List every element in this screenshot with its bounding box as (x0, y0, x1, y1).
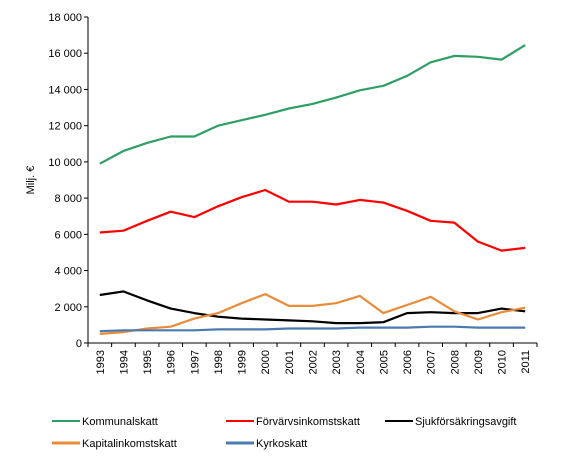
y-tick-label: 2 000 (54, 302, 82, 314)
y-tick-label: 6 000 (54, 229, 82, 241)
y-tick-label: 4 000 (54, 266, 82, 278)
x-tick-label: 1994 (118, 350, 130, 374)
x-tick-label: 2000 (260, 350, 272, 374)
x-tick-label: 2001 (284, 350, 296, 374)
legend-label: Kyrkoskatt (256, 438, 307, 450)
y-tick-label: 12 000 (48, 121, 82, 133)
legend-label: Kapitalinkomstskatt (82, 438, 177, 450)
x-tick-label: 2009 (473, 350, 485, 374)
legend: Kommunalskatt Förvärvsinkomstskatt Sjukför… (52, 416, 517, 450)
y-tick-label: 0 (76, 338, 82, 350)
x-tick-label: 1997 (189, 350, 201, 374)
legend-label: Kommunalskatt (82, 416, 158, 428)
series-lines (99, 44, 526, 335)
x-tick-label: 2005 (378, 350, 390, 374)
y-tick-label: 14 000 (48, 84, 82, 96)
x-tick-label: 2008 (449, 350, 461, 374)
x-axis-ticks: 1993 1994 1995 1996 1997 1998 1999 2000 2001 2002… (87, 343, 538, 374)
y-tick-label: 8 000 (54, 193, 82, 205)
x-tick-label: 2006 (402, 350, 414, 374)
x-tick-label: 1998 (213, 350, 225, 374)
x-tick-label: 2007 (426, 350, 438, 374)
x-tick-label: 2011 (520, 350, 532, 374)
y-axis-title: Milj. € (25, 166, 37, 195)
x-tick-label: 1995 (142, 350, 154, 374)
x-tick-label: 1996 (166, 350, 178, 374)
y-tick-label: 18 000 (48, 12, 82, 24)
legend-label: Sjukförsäkringsavgift (415, 416, 517, 428)
y-axis-ticks: 0 2 000 4 000 6 000 8 000 10 000 12 000 14 000 1… (48, 12, 88, 350)
x-tick-label: 2003 (331, 350, 343, 374)
series-line-förvärvsinkomstskatt (99, 188, 526, 252)
series-line-kommunalskatt (99, 44, 526, 165)
series-line-sjukförsäkringsavgift (99, 290, 526, 325)
legend-label: Förvärvsinkomstskatt (256, 416, 360, 428)
x-tick-label: 2002 (308, 350, 320, 374)
x-tick-label: 2010 (497, 350, 509, 374)
x-tick-label: 1993 (95, 350, 107, 374)
series-line-kapitalinkomstskatt (99, 293, 526, 335)
x-tick-label: 2004 (355, 350, 367, 374)
x-tick-label: 1999 (237, 350, 249, 374)
y-tick-label: 16 000 (48, 48, 82, 60)
y-tick-label: 10 000 (48, 157, 82, 169)
series-line-kyrkoskatt (99, 325, 526, 333)
